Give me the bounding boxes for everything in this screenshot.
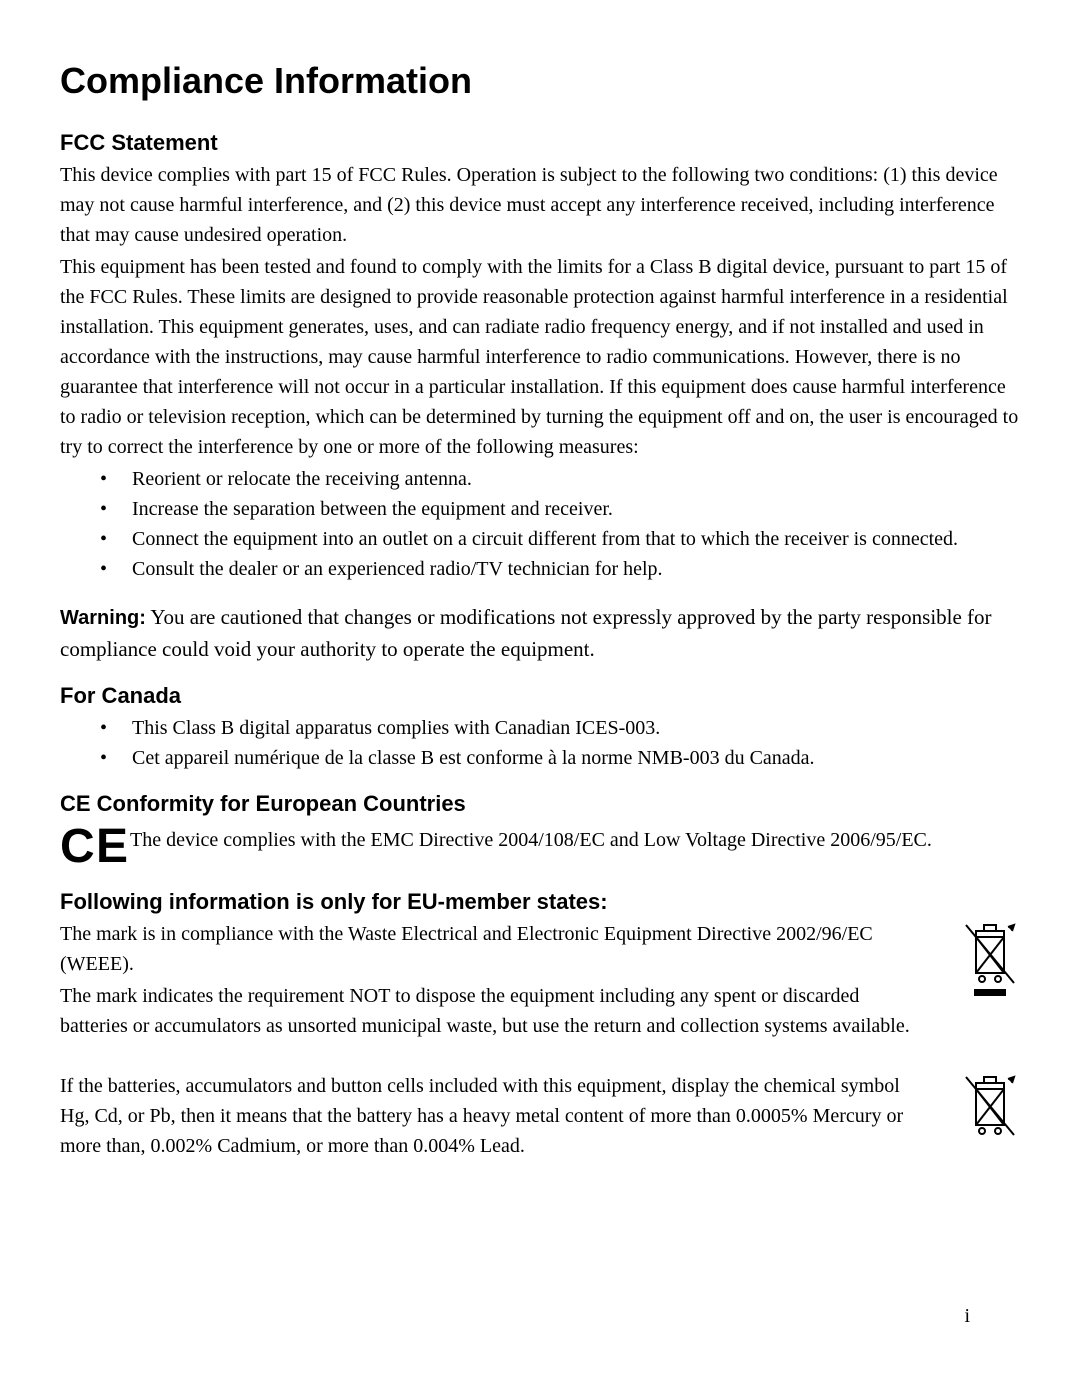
fcc-heading: FCC Statement: [60, 130, 1020, 156]
fcc-section: FCC Statement This device complies with …: [60, 130, 1020, 584]
weee-bin-icon: [960, 919, 1020, 1002]
list-item: Cet appareil numérique de la classe B es…: [100, 743, 1020, 773]
list-item: Reorient or relocate the receiving anten…: [100, 464, 1020, 494]
weee-bin-icon: [960, 1071, 1020, 1146]
list-item: Connect the equipment into an outlet on …: [100, 524, 1020, 554]
page-number: i: [964, 1305, 970, 1328]
eu-paragraph-3: If the batteries, accumulators and butto…: [60, 1071, 930, 1161]
ce-heading: CE Conformity for European Countries: [60, 791, 1020, 817]
eu-paragraph-1: The mark is in compliance with the Waste…: [60, 919, 930, 979]
eu-section: Following information is only for EU-mem…: [60, 889, 1020, 1163]
fcc-paragraph-2: This equipment has been tested and found…: [60, 252, 1020, 462]
eu-paragraph-2: The mark indicates the requirement NOT t…: [60, 981, 930, 1041]
canada-section: For Canada This Class B digital apparatu…: [60, 683, 1020, 773]
canada-heading: For Canada: [60, 683, 1020, 709]
warning-body: You are cautioned that changes or modifi…: [60, 605, 992, 661]
canada-bullet-list: This Class B digital apparatus complies …: [60, 713, 1020, 773]
warning-label: Warning:: [60, 607, 146, 629]
ce-section: CE Conformity for European Countries C E…: [60, 791, 1020, 871]
eu-heading: Following information is only for EU-mem…: [60, 889, 1020, 915]
list-item: Increase the separation between the equi…: [100, 494, 1020, 524]
warning-section: Warning: You are cautioned that changes …: [60, 602, 1020, 665]
page-title: Compliance Information: [60, 60, 1020, 102]
list-item: This Class B digital apparatus complies …: [100, 713, 1020, 743]
fcc-paragraph-1: This device complies with part 15 of FCC…: [60, 160, 1020, 250]
fcc-bullet-list: Reorient or relocate the receiving anten…: [60, 464, 1020, 584]
warning-paragraph: Warning: You are cautioned that changes …: [60, 602, 1020, 665]
ce-mark-icon: C E: [60, 823, 122, 871]
ce-text: The device complies with the EMC Directi…: [130, 825, 932, 855]
list-item: Consult the dealer or an experienced rad…: [100, 554, 1020, 584]
